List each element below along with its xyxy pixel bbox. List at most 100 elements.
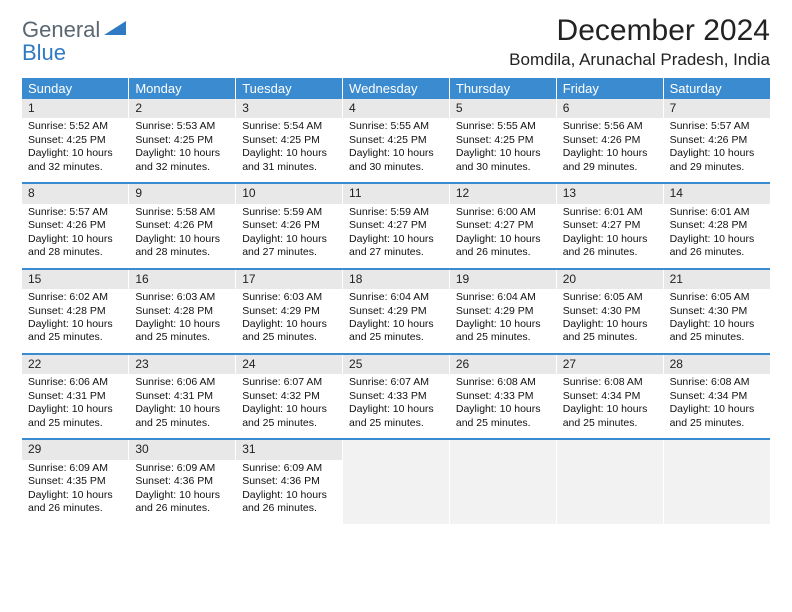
sunrise-line: Sunrise: 5:54 AM [242,120,336,133]
day-number-row: 293031 [22,439,770,459]
header: General Blue December 2024 Bomdila, Arun… [22,14,770,70]
day-number-cell: 6 [556,99,663,118]
location-subtitle: Bomdila, Arunachal Pradesh, India [509,50,770,70]
day-content-cell: Sunrise: 6:09 AMSunset: 4:36 PMDaylight:… [129,460,236,524]
day-number-row: 15161718192021 [22,269,770,289]
day-number-row: 891011121314 [22,183,770,203]
sunrise-line: Sunrise: 6:09 AM [28,462,122,475]
sunset-line: Sunset: 4:30 PM [670,305,764,318]
daylight-line: Daylight: 10 hours and 31 minutes. [242,147,336,174]
sunset-line: Sunset: 4:28 PM [28,305,122,318]
sunset-line: Sunset: 4:28 PM [670,219,764,232]
day-number-cell: 20 [556,269,663,289]
sunset-line: Sunset: 4:26 PM [670,134,764,147]
daylight-line: Daylight: 10 hours and 25 minutes. [349,318,443,345]
sunset-line: Sunset: 4:25 PM [135,134,229,147]
logo-text-2: Blue [22,40,66,65]
sunset-line: Sunset: 4:29 PM [242,305,336,318]
day-content-cell: Sunrise: 6:06 AMSunset: 4:31 PMDaylight:… [22,374,129,439]
sunrise-line: Sunrise: 5:59 AM [349,206,443,219]
daylight-line: Daylight: 10 hours and 25 minutes. [456,403,550,430]
calendar-page: General Blue December 2024 Bomdila, Arun… [0,0,792,534]
sunrise-line: Sunrise: 6:05 AM [670,291,764,304]
daylight-line: Daylight: 10 hours and 26 minutes. [563,233,657,260]
daylight-line: Daylight: 10 hours and 29 minutes. [563,147,657,174]
sunrise-line: Sunrise: 5:55 AM [456,120,550,133]
sunrise-line: Sunrise: 6:02 AM [28,291,122,304]
day-header: Saturday [663,78,770,99]
day-content-cell: Sunrise: 5:55 AMSunset: 4:25 PMDaylight:… [449,118,556,183]
day-content-row: Sunrise: 6:09 AMSunset: 4:35 PMDaylight:… [22,460,770,524]
daylight-line: Daylight: 10 hours and 25 minutes. [670,403,764,430]
sunset-line: Sunset: 4:33 PM [349,390,443,403]
daylight-line: Daylight: 10 hours and 26 minutes. [28,489,122,516]
day-content-cell: Sunrise: 6:08 AMSunset: 4:33 PMDaylight:… [449,374,556,439]
sunset-line: Sunset: 4:36 PM [135,475,229,488]
day-number-cell: 26 [449,354,556,374]
day-content-cell: Sunrise: 6:08 AMSunset: 4:34 PMDaylight:… [556,374,663,439]
day-content-cell: Sunrise: 6:06 AMSunset: 4:31 PMDaylight:… [129,374,236,439]
day-content-cell: Sunrise: 6:01 AMSunset: 4:27 PMDaylight:… [556,204,663,269]
sunset-line: Sunset: 4:31 PM [28,390,122,403]
sunset-line: Sunset: 4:29 PM [349,305,443,318]
day-number-cell [556,439,663,459]
daylight-line: Daylight: 10 hours and 30 minutes. [456,147,550,174]
daylight-line: Daylight: 10 hours and 25 minutes. [456,318,550,345]
sunrise-line: Sunrise: 6:09 AM [135,462,229,475]
day-content-row: Sunrise: 5:57 AMSunset: 4:26 PMDaylight:… [22,204,770,269]
day-content-cell: Sunrise: 6:04 AMSunset: 4:29 PMDaylight:… [343,289,450,354]
day-number-cell: 16 [129,269,236,289]
sunset-line: Sunset: 4:26 PM [135,219,229,232]
sunrise-line: Sunrise: 6:08 AM [670,376,764,389]
sunrise-line: Sunrise: 6:08 AM [563,376,657,389]
day-number-cell: 4 [343,99,450,118]
sunrise-line: Sunrise: 6:04 AM [349,291,443,304]
day-content-cell: Sunrise: 6:03 AMSunset: 4:29 PMDaylight:… [236,289,343,354]
sunrise-line: Sunrise: 6:01 AM [563,206,657,219]
daylight-line: Daylight: 10 hours and 25 minutes. [135,403,229,430]
sunrise-line: Sunrise: 5:56 AM [563,120,657,133]
sunset-line: Sunset: 4:29 PM [456,305,550,318]
day-content-cell: Sunrise: 6:09 AMSunset: 4:35 PMDaylight:… [22,460,129,524]
daylight-line: Daylight: 10 hours and 28 minutes. [135,233,229,260]
daylight-line: Daylight: 10 hours and 25 minutes. [135,318,229,345]
day-header: Wednesday [343,78,450,99]
sunset-line: Sunset: 4:35 PM [28,475,122,488]
sunset-line: Sunset: 4:26 PM [28,219,122,232]
calendar-table: Sunday Monday Tuesday Wednesday Thursday… [22,78,770,524]
sunrise-line: Sunrise: 5:52 AM [28,120,122,133]
logo: General Blue [22,18,128,64]
sunrise-line: Sunrise: 5:58 AM [135,206,229,219]
sunrise-line: Sunrise: 5:55 AM [349,120,443,133]
day-content-cell: Sunrise: 5:54 AMSunset: 4:25 PMDaylight:… [236,118,343,183]
sunset-line: Sunset: 4:25 PM [28,134,122,147]
day-number-cell: 15 [22,269,129,289]
day-header: Friday [556,78,663,99]
sunset-line: Sunset: 4:25 PM [242,134,336,147]
day-header: Thursday [449,78,556,99]
sunset-line: Sunset: 4:30 PM [563,305,657,318]
day-content-cell: Sunrise: 6:02 AMSunset: 4:28 PMDaylight:… [22,289,129,354]
day-number-cell: 31 [236,439,343,459]
day-content-row: Sunrise: 6:02 AMSunset: 4:28 PM Daylight:… [22,289,770,354]
sunrise-line: Sunrise: 5:57 AM [670,120,764,133]
daylight-line: Daylight: 10 hours and 32 minutes. [28,147,122,174]
sunrise-line: Sunrise: 6:05 AM [563,291,657,304]
sunset-line: Sunset: 4:33 PM [456,390,550,403]
daylight-line: Daylight: 10 hours and 27 minutes. [349,233,443,260]
month-title: December 2024 [509,14,770,48]
daylight-line: Daylight: 10 hours and 26 minutes. [135,489,229,516]
day-number-cell: 14 [663,183,770,203]
day-number-row: 22232425262728 [22,354,770,374]
day-number-cell [663,439,770,459]
day-content-cell [556,460,663,524]
day-header: Tuesday [236,78,343,99]
day-content-cell: Sunrise: 5:57 AMSunset: 4:26 PMDaylight:… [663,118,770,183]
day-header: Monday [129,78,236,99]
day-number-cell [449,439,556,459]
day-number-cell: 25 [343,354,450,374]
sunrise-line: Sunrise: 6:06 AM [28,376,122,389]
logo-triangle-icon [102,18,128,41]
day-content-cell: Sunrise: 5:58 AMSunset: 4:26 PMDaylight:… [129,204,236,269]
day-header-row: Sunday Monday Tuesday Wednesday Thursday… [22,78,770,99]
